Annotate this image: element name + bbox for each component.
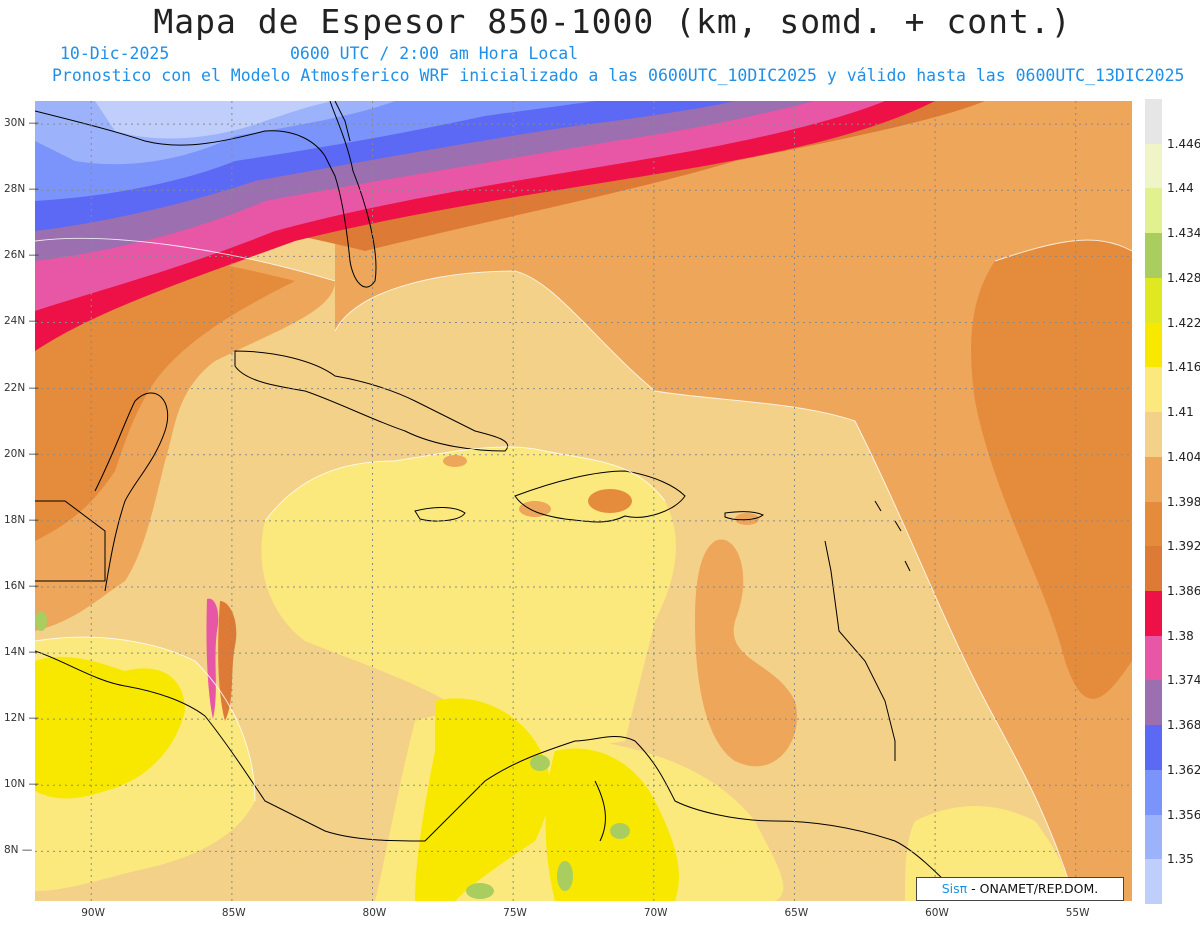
contour-band-1392-east (971, 240, 1132, 699)
colorbar-label: 1.362 (1167, 762, 1200, 777)
map-title: Mapa de Espesor 850-1000 (km, somd. + co… (153, 2, 1072, 41)
colorbar-label: 1.446 (1167, 136, 1200, 151)
lat-lon-grid (35, 101, 1132, 901)
contour-band-1416-central-america (35, 656, 185, 799)
colorbar-label: 1.392 (1167, 539, 1200, 554)
colorbar-swatch (1145, 546, 1162, 592)
colorbar-swatch (1145, 725, 1162, 771)
lat-label: 28N — (4, 183, 40, 196)
lon-label: 65W (784, 907, 809, 919)
lat-label: 14N — (4, 646, 40, 659)
lat-label: 16N — (4, 579, 40, 592)
contour-band-1428-spot-5 (610, 823, 630, 839)
logo-org: - ONAMET/REP.DOM. (971, 881, 1099, 896)
colorbar-label: 1.398 (1167, 494, 1200, 509)
colorbar-label: 1.356 (1167, 807, 1200, 822)
contour-band-1392-west (35, 248, 295, 541)
colorbar-swatch (1145, 277, 1162, 324)
colorbar-swatch (1145, 412, 1162, 458)
coastlines (35, 101, 956, 892)
colorbar-label: 1.428 (1167, 270, 1200, 285)
lat-label: 20N — (4, 447, 40, 460)
lat-label: 24N — (4, 315, 40, 328)
contour-band-1398-cuba (519, 501, 551, 517)
colorbar-swatch (1145, 322, 1162, 368)
colorbar-swatch (1145, 143, 1162, 189)
colorbar-label: 1.374 (1167, 673, 1200, 688)
colorbar-swatch (1145, 456, 1162, 502)
colorbar-label: 1.416 (1167, 360, 1200, 375)
colorbar-label: 1.404 (1167, 449, 1200, 464)
forecast-time: 0600 UTC / 2:00 am Hora Local (290, 44, 579, 63)
colorbar-swatch (1145, 635, 1162, 681)
colorbar-label: 1.41 (1167, 405, 1194, 420)
colorbar-swatch (1145, 769, 1162, 816)
contour-band-1428-spot-3 (557, 861, 573, 891)
thickness-map (35, 101, 1132, 901)
contour-band-1416-venezuela (545, 748, 679, 901)
colorbar-swatch (1145, 501, 1162, 547)
colorbar-swatch (1145, 99, 1162, 145)
lat-label: 18N — (4, 513, 40, 526)
lat-label: 12N — (4, 712, 40, 725)
lon-label: 70W (643, 907, 668, 919)
lon-label: 75W (503, 907, 527, 919)
colorbar-swatch (1145, 859, 1162, 905)
lon-label: 85W (221, 907, 246, 919)
colorbar-label: 1.44 (1167, 181, 1194, 196)
colorbar-swatch (1145, 233, 1162, 279)
onamet-logo: Sisπ - ONAMET/REP.DOM. (916, 877, 1124, 901)
contour-lines (35, 237, 1132, 901)
logo-brand: Sisπ (941, 881, 968, 896)
lon-label: 90W (81, 907, 105, 919)
colorbar-label: 1.422 (1167, 315, 1200, 330)
lat-label: 26N — (4, 249, 40, 262)
lat-label: 10N — (4, 778, 40, 791)
contour-band-1398-tongue (695, 539, 797, 767)
colorbar-swatch (1145, 814, 1162, 860)
colorbar-label: 1.35 (1167, 852, 1194, 867)
lon-label: 60W (925, 907, 949, 919)
colorbar-swatch (1145, 680, 1162, 726)
contour-band-1428-spot-4 (35, 611, 47, 631)
contour-band-1392-hispaniola (588, 489, 632, 513)
contour-band-1416-colombia (415, 698, 550, 901)
colorbar-swatch (1145, 367, 1162, 413)
contour-band-1428-spot-1 (530, 755, 550, 771)
colorbar-swatch (1145, 590, 1162, 637)
contour-band-1398-northeast (335, 101, 1132, 901)
contour-band-1428-spot-2 (466, 883, 494, 899)
forecast-date: 10-Dic-2025 (60, 44, 170, 63)
lat-label: 22N — (4, 381, 40, 394)
lat-label: 8N — (4, 844, 33, 857)
colorbar-label: 1.38 (1167, 628, 1194, 643)
contour-band-1398-cuba-east (443, 455, 467, 467)
colorbar-label: 1.434 (1167, 226, 1200, 241)
contour-band-lowest (95, 101, 335, 139)
contour-band-honduras-mix (206, 598, 219, 719)
contour-band-1398-puerto-rico (735, 513, 759, 525)
colorbar-label: 1.386 (1167, 583, 1200, 598)
colorbar-label: 1.368 (1167, 718, 1200, 733)
lon-label: 55W (1065, 907, 1090, 919)
colorbar-swatch (1145, 188, 1162, 234)
lon-label: 80W (362, 907, 387, 919)
lat-label: 30N — (4, 117, 40, 130)
forecast-description: Pronostico con el Modelo Atmosferico WRF… (52, 66, 1185, 85)
